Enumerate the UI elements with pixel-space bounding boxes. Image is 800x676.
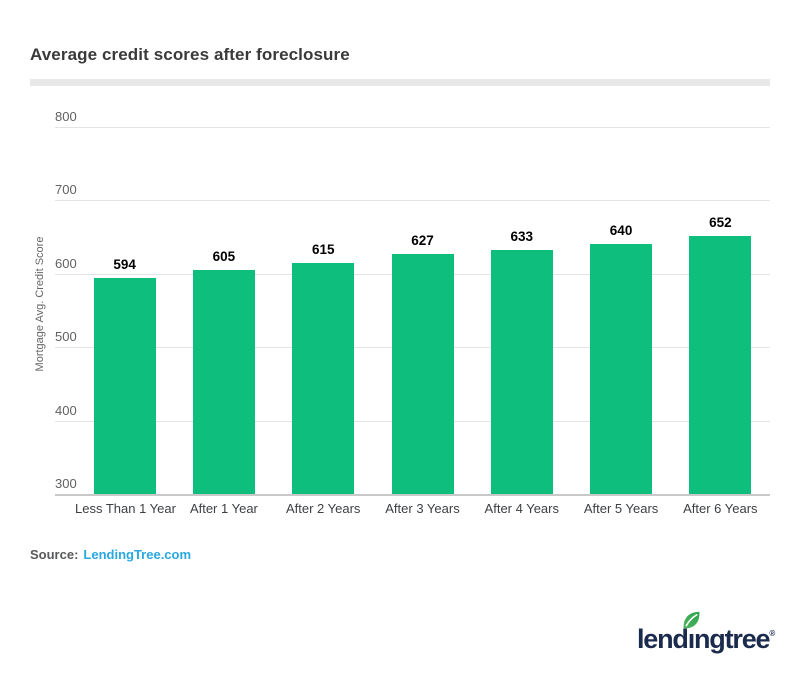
source-label: Source: [30,547,79,562]
registered-mark: ® [769,629,776,638]
logo-text: lendıngtree® [637,624,775,655]
bar [590,244,653,494]
logo-wordmark: lendıngtree [637,624,771,654]
y-tick-label: 800 [55,109,77,124]
source-link[interactable]: LendingTree.com [83,547,192,562]
y-tick-label: 500 [55,329,77,345]
bar [689,235,752,494]
bar-value-label: 605 [212,249,236,265]
bar [192,270,255,494]
bar [391,253,454,494]
x-tick-label: After 5 Years [583,501,659,516]
bar [292,262,355,494]
bar-value-label: 594 [113,257,136,273]
bar-value-label: 652 [709,214,732,230]
gridline [55,200,770,202]
bar-value-label: 615 [311,241,335,257]
y-tick-label: 700 [55,182,77,198]
gridline [55,127,770,128]
bar-value-label: 627 [411,232,434,248]
y-tick-label: 600 [55,255,77,271]
y-tick-label: 400 [55,402,77,418]
y-tick-label: 300 [55,476,77,491]
bar [93,278,156,494]
x-tick-label: After 2 Years [285,501,361,516]
bar-value-label: 633 [510,228,534,244]
x-tick-label: After 4 Years [484,501,559,516]
x-tick-label: After 6 Years [683,501,758,516]
x-tick-label: Less Than 1 Year [75,501,176,516]
source-line: Source: LendingTree.com [30,547,191,562]
bar [490,249,553,494]
x-tick-label: After 1 Year [189,501,258,516]
lendingtree-logo: lendıngtree® [637,610,787,660]
gridline [55,494,770,496]
bar-value-label: 640 [609,223,633,239]
title-divider [30,79,770,86]
leaf-icon [683,611,700,629]
chart-title: Average credit scores after foreclosure [30,45,350,64]
x-tick-label: After 3 Years [385,501,460,516]
